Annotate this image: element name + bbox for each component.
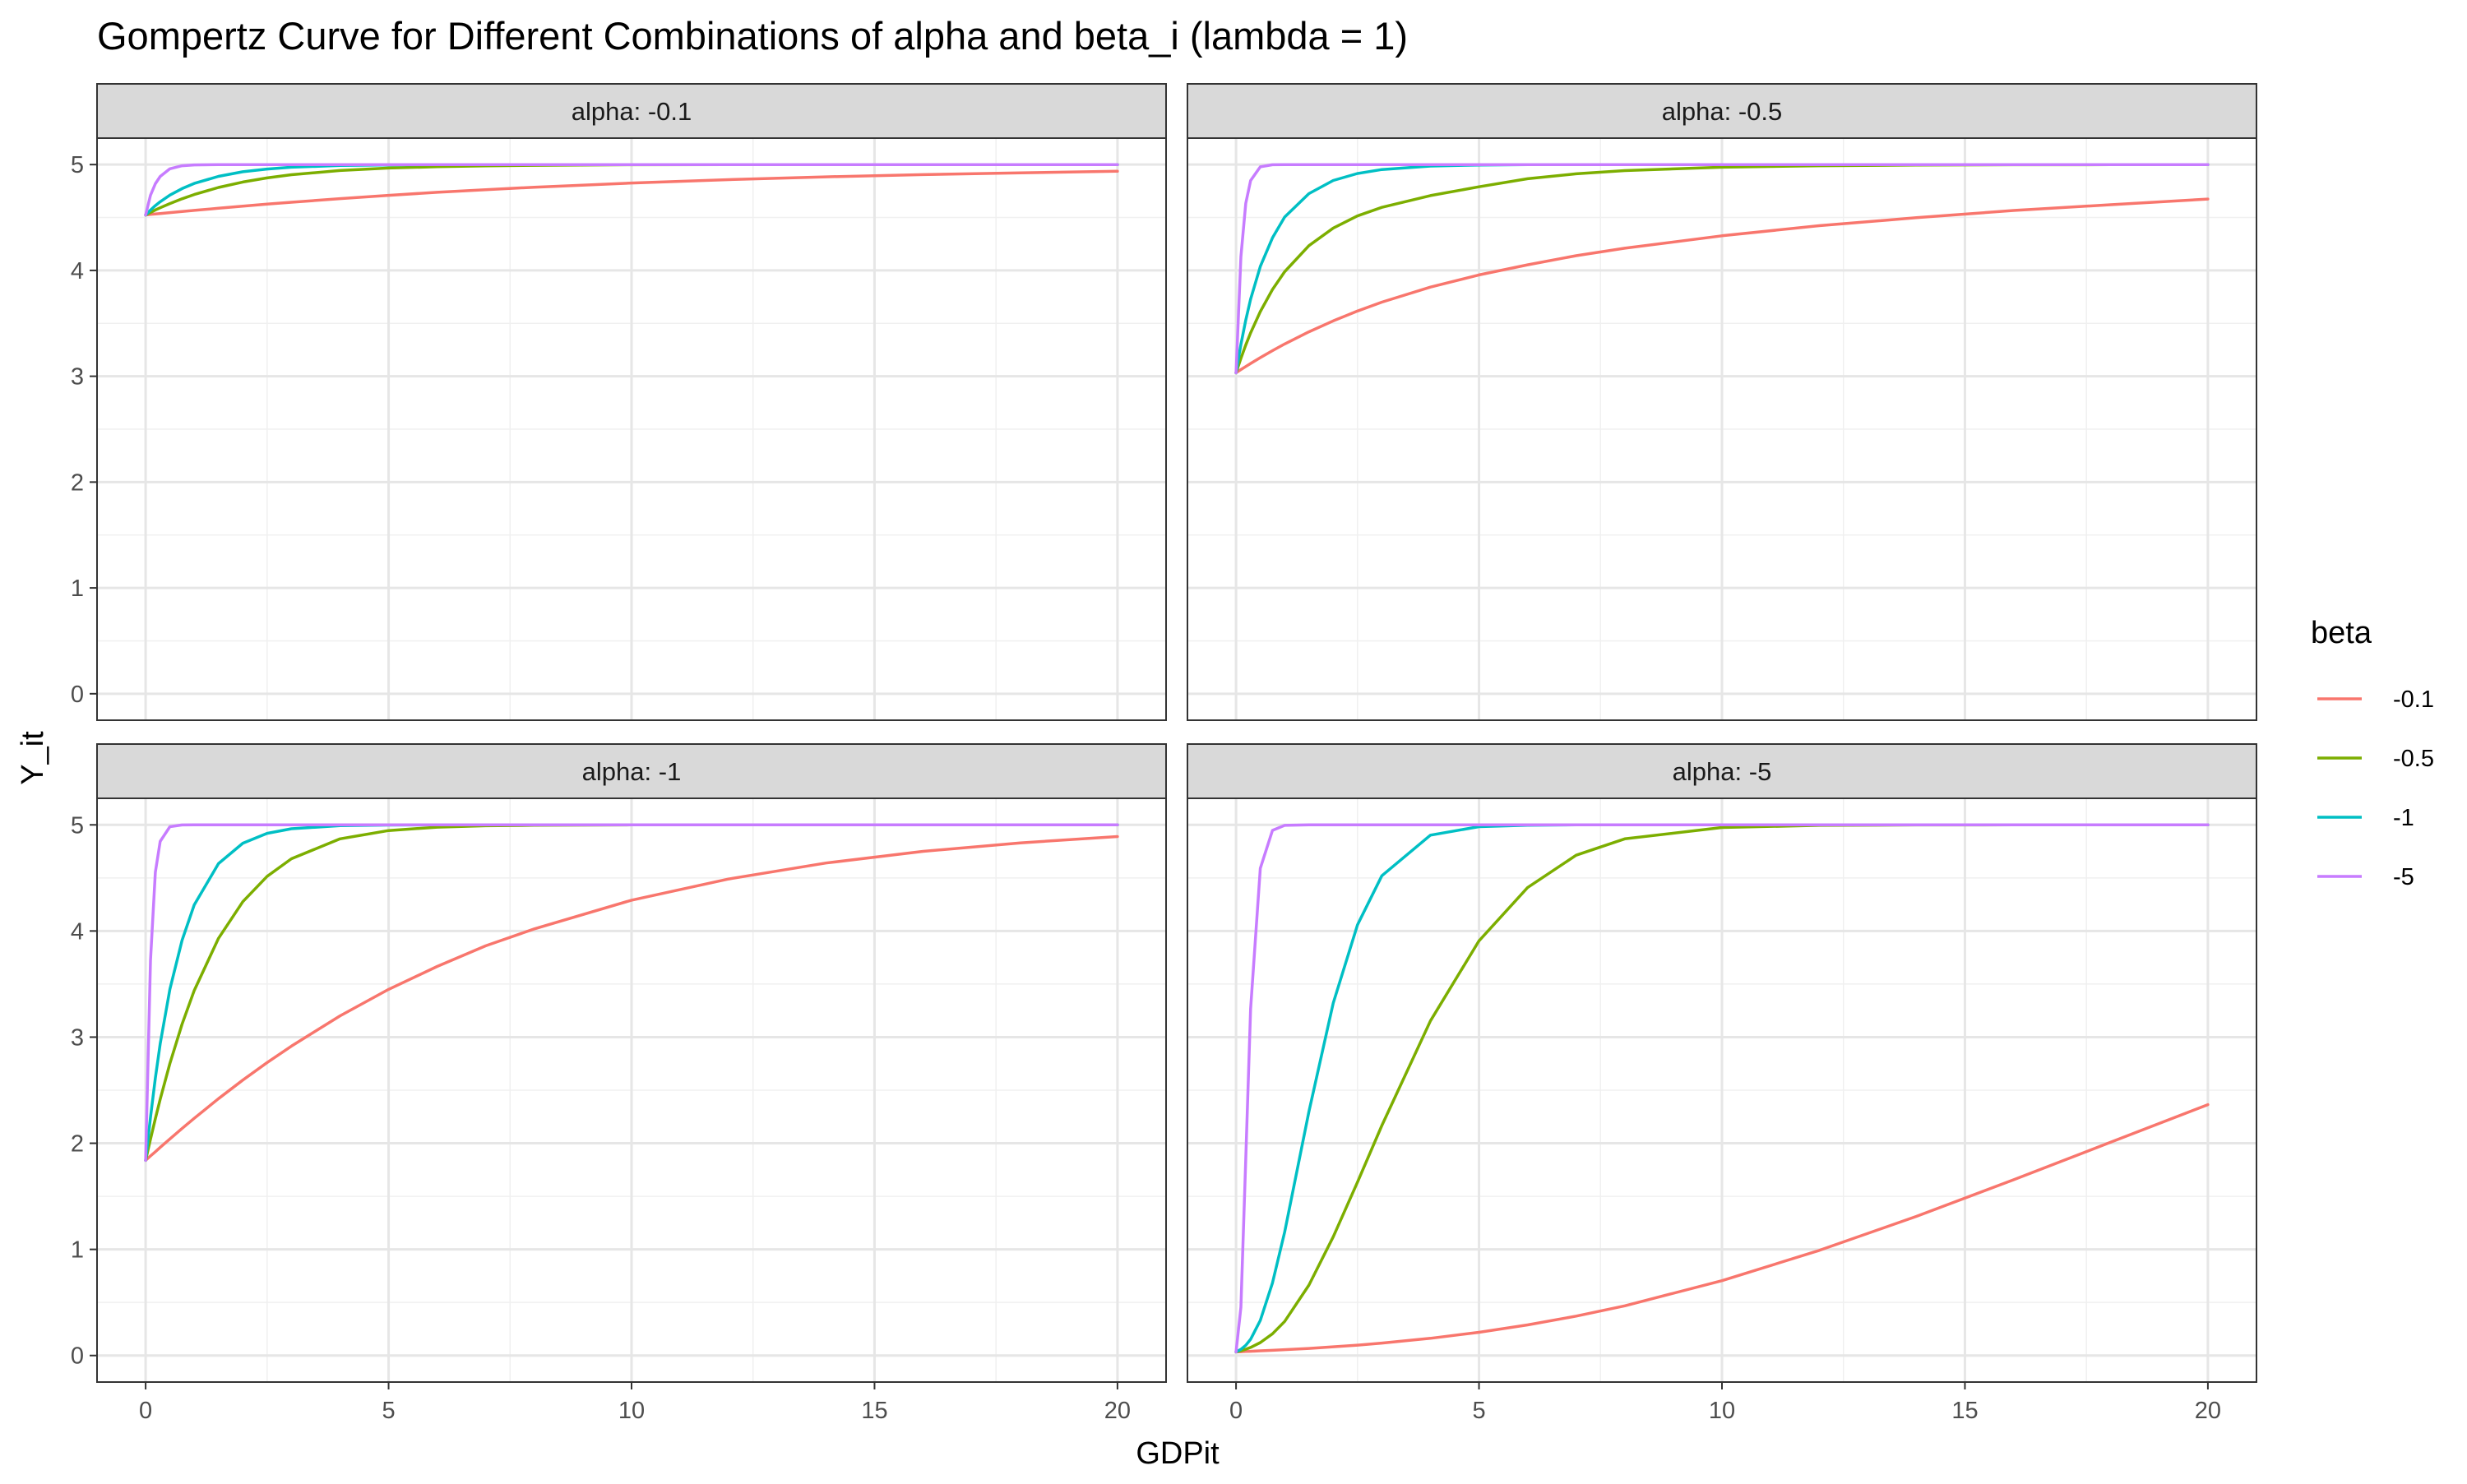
series-line	[1234, 197, 2210, 375]
x-axis-label: GDPit	[1136, 1436, 1220, 1471]
x-tick-label: 15	[861, 1398, 887, 1424]
x-tick-label: 0	[139, 1398, 152, 1424]
facet-panels: alpha: -0.1 0 1 2 3 4 5 alpha: -0.5 alpha: -1 0 1 2…	[71, 83, 2257, 1424]
series-line	[144, 163, 1119, 217]
facet-strip	[96, 743, 1167, 799]
series-line	[1234, 1103, 2210, 1354]
legend-label: -1	[2393, 805, 2414, 831]
facet-strip-label: alpha: -5	[1673, 757, 1772, 786]
x-tick-label: 20	[2195, 1398, 2221, 1424]
series-line	[144, 823, 1119, 1163]
y-tick-label: 3	[71, 364, 84, 391]
y-tick-label: 2	[71, 469, 84, 496]
x-tick-label: 5	[382, 1398, 395, 1424]
facet-strip	[96, 83, 1167, 139]
panel-border	[96, 137, 1167, 721]
y-tick-label: 0	[71, 1343, 84, 1370]
facet-strip-label: alpha: -1	[582, 757, 682, 786]
legend-label: -0.5	[2393, 746, 2434, 772]
series-line	[1234, 163, 2210, 375]
facet-panel: alpha: -0.5	[1187, 83, 2257, 721]
y-tick-label: 4	[71, 918, 84, 945]
chart-title: Gompertz Curve for Different Combination…	[97, 14, 1408, 58]
series-line	[144, 169, 1119, 217]
facet-strip-label: alpha: -0.5	[1662, 97, 1783, 126]
x-tick-label: 10	[618, 1398, 645, 1424]
facet-panel: alpha: -5 0 5 10 15 20	[1187, 743, 2257, 1424]
y-tick-label: 1	[71, 1237, 84, 1264]
y-tick-label: 1	[71, 576, 84, 602]
y-tick-label: 4	[71, 258, 84, 284]
facet-strip-label: alpha: -0.1	[572, 97, 692, 126]
series-line	[1234, 823, 2210, 1354]
x-tick-label: 5	[1472, 1398, 1485, 1424]
y-tick-label: 5	[71, 812, 84, 839]
x-tick-label: 20	[1104, 1398, 1131, 1424]
y-tick-label: 0	[71, 682, 84, 708]
facet-strip	[1187, 83, 2257, 139]
y-axis-label: Y_it	[16, 731, 50, 785]
x-tick-label: 10	[1709, 1398, 1735, 1424]
legend-label: -5	[2393, 864, 2414, 890]
facet-panel: alpha: -0.1 0 1 2 3 4 5	[71, 83, 1167, 721]
x-tick-label: 0	[1229, 1398, 1243, 1424]
legend: beta -0.1 -0.5 -1 -5	[2311, 616, 2434, 890]
facet-panel: alpha: -1 0 1 2 3 4 5 0 5 10 15 20	[71, 743, 1167, 1424]
legend-title: beta	[2311, 616, 2372, 650]
y-tick-label: 3	[71, 1024, 84, 1051]
x-tick-label: 15	[1951, 1398, 1978, 1424]
panel-border	[1187, 137, 2257, 721]
y-tick-label: 2	[71, 1131, 84, 1158]
y-tick-label: 5	[71, 152, 84, 178]
legend-label: -0.1	[2393, 687, 2434, 713]
series-line	[144, 834, 1119, 1163]
